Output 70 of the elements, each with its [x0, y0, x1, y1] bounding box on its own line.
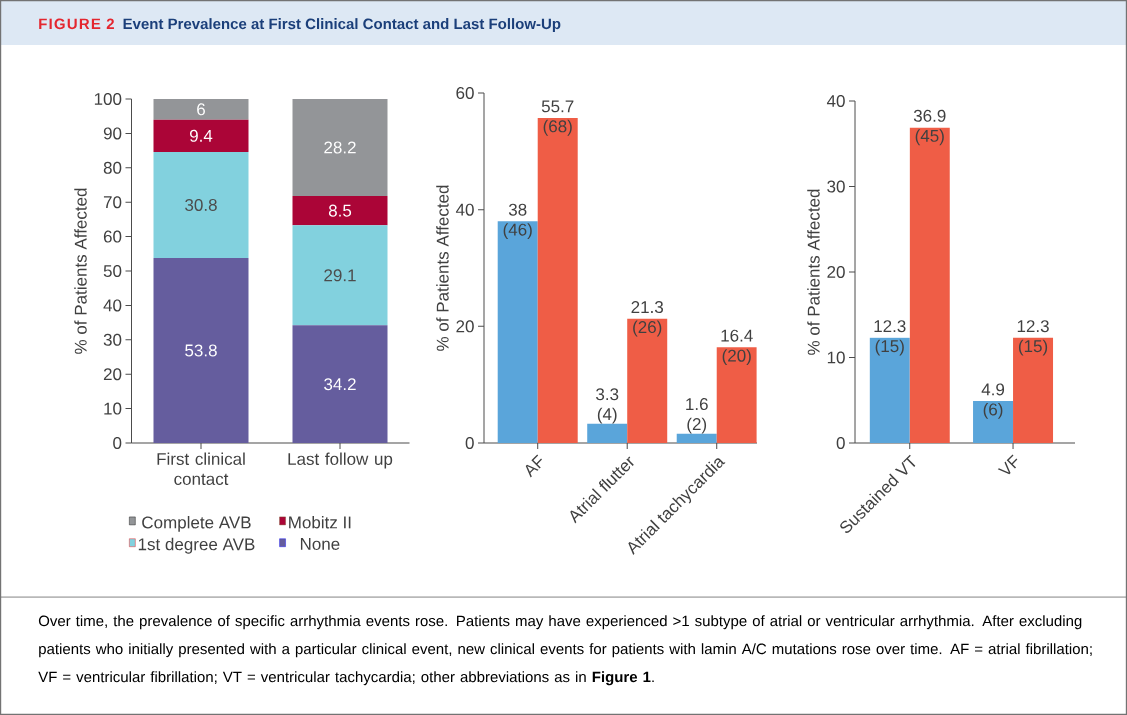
- data-label: 3.3 (4): [596, 388, 619, 424]
- bar: [292, 225, 388, 326]
- bar: [153, 151, 249, 258]
- y-axis-title: % of Patients Affected: [436, 185, 449, 351]
- data-label: 1.6 (2): [686, 398, 708, 434]
- x-tick-label: Last follow up: [288, 452, 393, 469]
- data-label: 21.3 (26): [631, 301, 664, 337]
- y-tick-label: 20: [103, 368, 122, 381]
- y-tick-label: 70: [103, 196, 122, 209]
- legend-label: Complete AVB: [142, 516, 251, 532]
- data-label: 8.5: [328, 204, 352, 217]
- bar: [292, 98, 388, 197]
- y-axis-title: % of Patients Affected: [74, 188, 87, 354]
- y-tick-label: 10: [827, 351, 845, 364]
- bar: [153, 257, 249, 443]
- y-tick-label: 100: [94, 92, 122, 106]
- y-tick-label: 80: [103, 161, 122, 174]
- y-tick-label: 20: [827, 265, 845, 279]
- data-label: 55.7 (68): [541, 100, 574, 136]
- bar: [497, 221, 538, 443]
- caption: FIGURE 2: [39, 18, 114, 30]
- legend-label: 1st degree AVB: [138, 537, 255, 554]
- chart-title: Event Prevalence at First Clinical Contact and Last Follow-Up: [123, 18, 561, 33]
- bar: [676, 433, 717, 443]
- data-label: 34.2: [324, 378, 356, 391]
- y-tick-label: 0: [836, 436, 845, 450]
- bar: [627, 318, 668, 443]
- y-tick-label: 60: [456, 86, 474, 100]
- data-label: 29.1: [324, 269, 356, 282]
- x-tick-label: VF: [997, 454, 1018, 475]
- bar: [909, 127, 950, 443]
- y-tick-label: 60: [103, 230, 122, 243]
- y-tick-label: 40: [455, 203, 474, 216]
- y-tick-label: 20: [456, 320, 474, 333]
- bar: [587, 423, 628, 443]
- y-axis-title: % of Patients Affected: [807, 189, 820, 355]
- y-tick-label: 0: [113, 436, 122, 450]
- bar: [869, 337, 910, 443]
- y-tick-label: 0: [465, 436, 474, 450]
- bar: [537, 118, 578, 443]
- y-tick-label: 40: [826, 94, 845, 108]
- data-label: 9.4: [189, 129, 213, 142]
- data-label: 53.8: [185, 344, 217, 357]
- x-tick-label: First clinical contact: [157, 452, 245, 486]
- legend-label: Mobitz II: [289, 516, 351, 529]
- bar: [292, 325, 388, 443]
- bar: [973, 401, 1014, 443]
- x-tick-label: AF: [525, 454, 542, 478]
- bar: [153, 98, 249, 120]
- data-label: 16.4 (20): [721, 329, 753, 366]
- bar: [292, 196, 388, 226]
- bar: [716, 347, 757, 443]
- legend-label: None: [300, 538, 340, 550]
- data-label: 12.3 (15): [1017, 320, 1049, 356]
- y-tick-label: 30: [827, 180, 845, 193]
- y-tick-label: 50: [103, 264, 122, 278]
- data-label: 38 (46): [503, 203, 532, 240]
- data-label: 36.9 (45): [913, 109, 946, 146]
- y-tick-label: 30: [103, 333, 122, 346]
- data-label: 4.9 (6): [981, 383, 1005, 419]
- data-label: 30.8: [185, 198, 217, 211]
- bar: [1013, 337, 1054, 443]
- data-label: 6: [197, 103, 205, 116]
- data-label: 12.3 (15): [874, 320, 906, 356]
- bar: [153, 119, 249, 152]
- text: Over time, the prevalence of specific arrhythmia events rose. Patients may have experienced >1 subtype of atrial or ventricular arrhythmia. After excluding patients who initially presented with a particular clinical event, new clinical events for patients with lamin A/C mutations rose over time. AF = atrial fibrillation; VF = ventricular fibrillation; VT = ventricular tachycardia; other abbreviations as in Figure 1.: [38, 615, 1092, 686]
- data-label: 28.2: [324, 141, 356, 154]
- y-tick-label: 40: [103, 299, 122, 312]
- y-tick-label: 90: [103, 127, 122, 140]
- y-tick-label: 10: [104, 402, 122, 415]
